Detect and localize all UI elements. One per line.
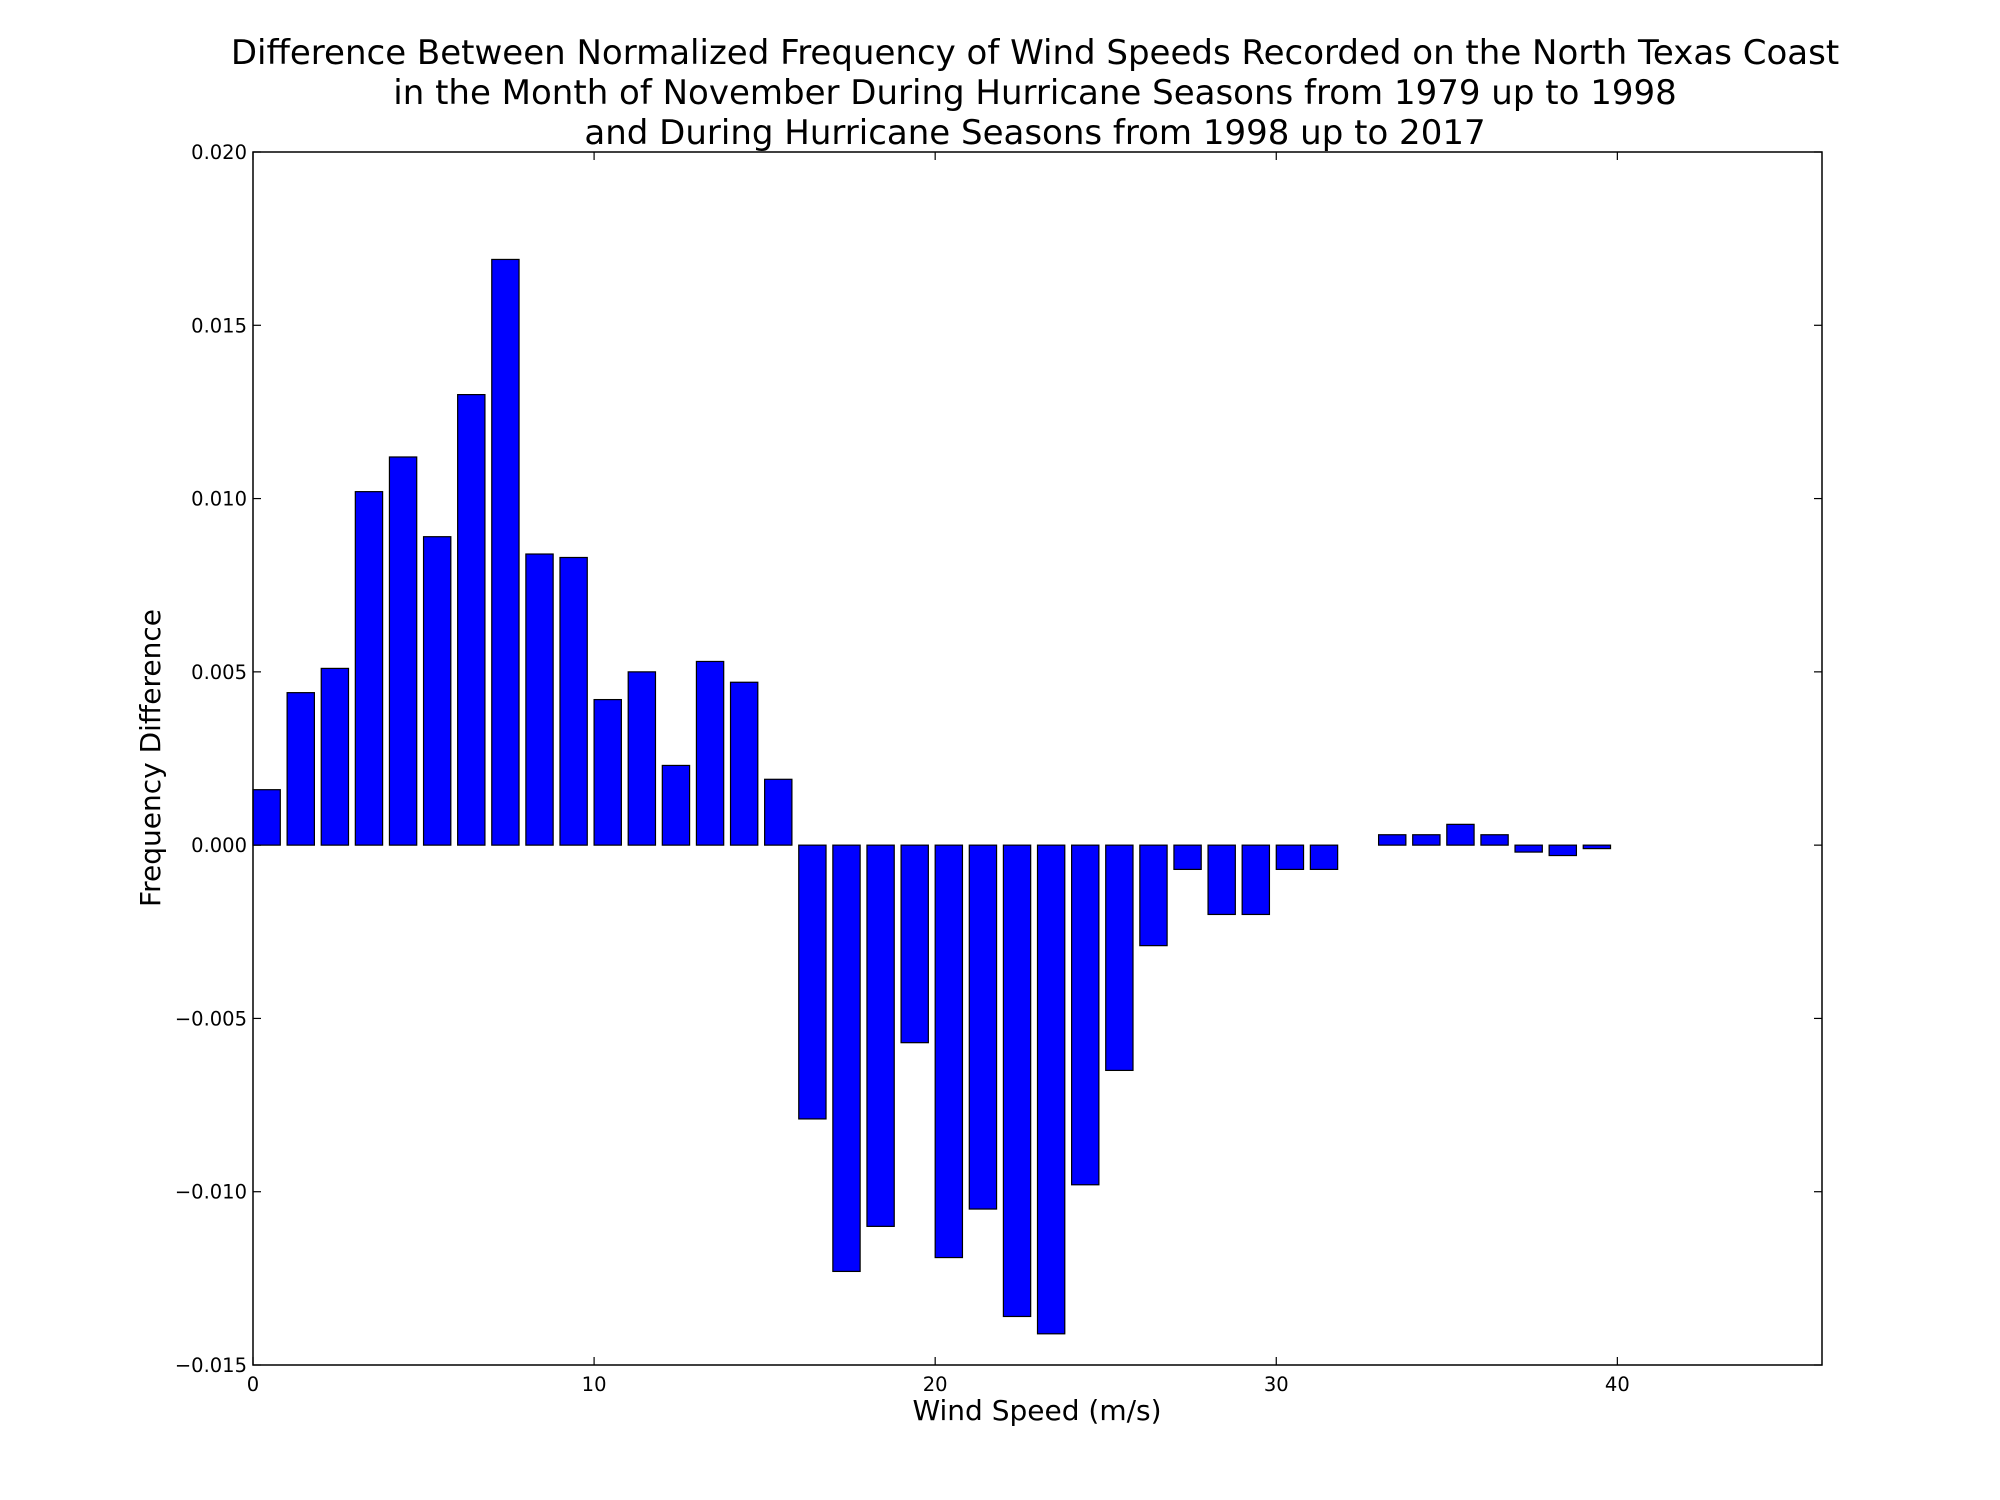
bar — [1412, 834, 1441, 846]
bar — [1071, 844, 1100, 1186]
bar — [1241, 844, 1271, 916]
bar — [525, 553, 554, 846]
bar — [457, 394, 486, 846]
bars-group — [252, 258, 1612, 1335]
y-tick-label: 0.015 — [191, 314, 247, 337]
bar — [627, 671, 657, 846]
bar — [593, 698, 622, 846]
bar — [900, 844, 929, 1044]
bar — [354, 491, 384, 846]
title-line-1: Difference Between Normalized Frequency … — [231, 33, 1839, 73]
x-tick-labels: 0 10 20 30 40 — [247, 1373, 1630, 1396]
y-tick-label: −0.015 — [175, 1354, 247, 1377]
bar — [1446, 823, 1475, 846]
plot-area-frame — [252, 151, 1823, 1366]
bar — [286, 692, 315, 846]
y-tick-label: 0.000 — [191, 834, 247, 857]
bar — [729, 681, 759, 846]
y-tick-labels: −0.015 −0.010 −0.005 0.000 0.005 0.010 0.015 0.… — [175, 141, 247, 1377]
y-tick-label: −0.005 — [175, 1007, 247, 1030]
x-tick-label: 0 — [247, 1373, 259, 1396]
bar — [1002, 844, 1032, 1318]
bar — [1139, 844, 1168, 947]
bar — [320, 667, 350, 846]
x-tick-label: 20 — [923, 1373, 948, 1396]
bar — [1377, 834, 1407, 846]
x-tick-label: 40 — [1605, 1373, 1630, 1396]
bar — [1105, 844, 1134, 1072]
bar — [422, 536, 452, 846]
bar — [1309, 844, 1339, 871]
y-tick-label: 0.020 — [191, 141, 247, 164]
y-axis-label: Frequency Difference — [134, 609, 167, 907]
bar — [1036, 844, 1066, 1335]
x-tick-label: 30 — [1264, 1373, 1289, 1396]
bar — [968, 844, 998, 1210]
bar — [388, 456, 418, 846]
bar — [1275, 844, 1305, 871]
bar — [661, 764, 691, 846]
bar — [866, 844, 895, 1227]
bar — [1582, 844, 1612, 850]
bar — [1480, 834, 1509, 846]
axis-ticks — [252, 151, 1822, 1366]
y-tick-label: −0.010 — [175, 1181, 247, 1204]
title-line-2: in the Month of November During Hurrican… — [393, 73, 1676, 113]
bar — [1173, 844, 1202, 871]
chart-title: Difference Between Normalized Frequency … — [231, 33, 1839, 153]
bar — [764, 778, 793, 846]
bar — [559, 556, 588, 846]
y-tick-label: 0.010 — [191, 488, 247, 511]
bar — [832, 844, 861, 1273]
y-tick-label: 0.005 — [191, 661, 247, 684]
x-axis-label: Wind Speed (m/s) — [912, 1394, 1161, 1427]
bar — [695, 660, 725, 846]
bar — [934, 844, 964, 1259]
bar — [1548, 844, 1578, 857]
x-tick-label: 10 — [582, 1373, 607, 1396]
bar — [491, 258, 520, 846]
bar — [1207, 844, 1236, 916]
title-line-3: and During Hurricane Seasons from 1998 u… — [584, 113, 1485, 153]
bar — [252, 789, 281, 846]
bar — [1514, 844, 1543, 853]
bar — [798, 844, 827, 1120]
